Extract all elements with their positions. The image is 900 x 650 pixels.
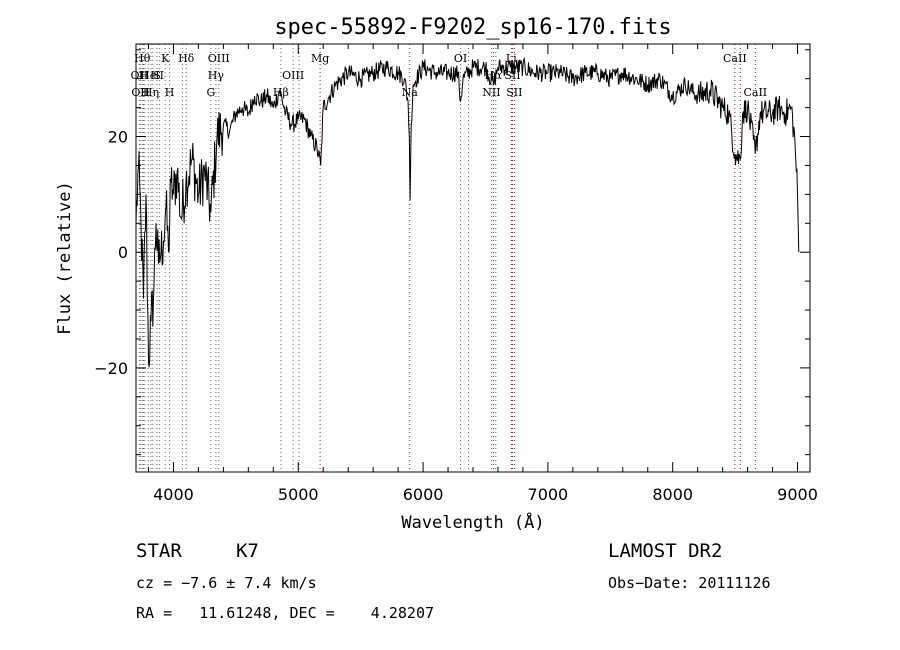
- line-label: OIII: [282, 69, 304, 82]
- line-labels: OIIOIIHθHHHeHηISIIKHHδGHγOIIIHβOIIIMgNaO…: [131, 52, 768, 99]
- line-label: He: [140, 69, 156, 82]
- y-tick-label: 0: [118, 243, 128, 262]
- line-label: SII: [506, 86, 522, 99]
- line-label: OI: [454, 52, 467, 65]
- y-tick-label: 20: [108, 128, 128, 147]
- line-label: Hθ: [134, 52, 151, 65]
- object-class: STAR: [136, 540, 182, 562]
- line-label: K: [161, 52, 170, 65]
- line-label: H: [139, 69, 149, 82]
- line-label: Hδ: [178, 52, 195, 65]
- x-tick-label: 9000: [777, 485, 818, 504]
- line-label: Hβ: [273, 86, 289, 99]
- coordinates: RA = 11.61248, DEC = 4.28207: [136, 604, 435, 622]
- survey-name: LAMOST DR2: [608, 540, 723, 562]
- line-label: I: [151, 69, 155, 82]
- line-label: II: [155, 69, 164, 82]
- x-tick-label: 8000: [652, 485, 693, 504]
- y-tick-label: −20: [94, 359, 128, 378]
- observation-date: Obs−Date: 20111126: [608, 574, 771, 592]
- line-label: OII: [131, 69, 149, 82]
- line-label: H: [140, 86, 150, 99]
- line-label: G: [206, 86, 215, 99]
- axis-ticks: 4000 5000 6000 7000 8000 9000 −20 0 20: [94, 44, 818, 504]
- object-subclass: K7: [236, 540, 259, 562]
- x-tick-label: 6000: [403, 485, 444, 504]
- line-label: Hη: [143, 86, 159, 99]
- chart-title: spec-55892-F9202_sp16-170.fits: [274, 15, 671, 40]
- x-tick-label: 7000: [528, 485, 569, 504]
- line-label: CaII: [743, 86, 767, 99]
- plot-frame: [135, 43, 811, 473]
- line-label: CaII: [723, 52, 747, 65]
- x-axis-label: Wavelength (Å): [401, 511, 544, 533]
- line-label: Li: [506, 52, 517, 65]
- x-tick-label: 4000: [153, 485, 194, 504]
- line-label: SII: [504, 69, 520, 82]
- x-tick-label: 5000: [278, 485, 319, 504]
- redshift-cz: cz = −7.6 ± 7.4 km/s: [136, 574, 317, 592]
- line-label: Na: [402, 86, 419, 99]
- line-label: OII: [131, 86, 149, 99]
- line-label: S: [153, 69, 161, 82]
- line-label: H: [165, 86, 175, 99]
- line-label: Mg: [311, 52, 329, 65]
- line-label: NII: [482, 86, 500, 99]
- line-label: OIII: [208, 52, 230, 65]
- line-label: Hα: [485, 69, 503, 82]
- y-axis-label: Flux (relative): [55, 181, 75, 335]
- spectrum-series-line: [135, 56, 800, 368]
- line-markers: [138, 44, 756, 472]
- line-label: Hγ: [208, 69, 225, 82]
